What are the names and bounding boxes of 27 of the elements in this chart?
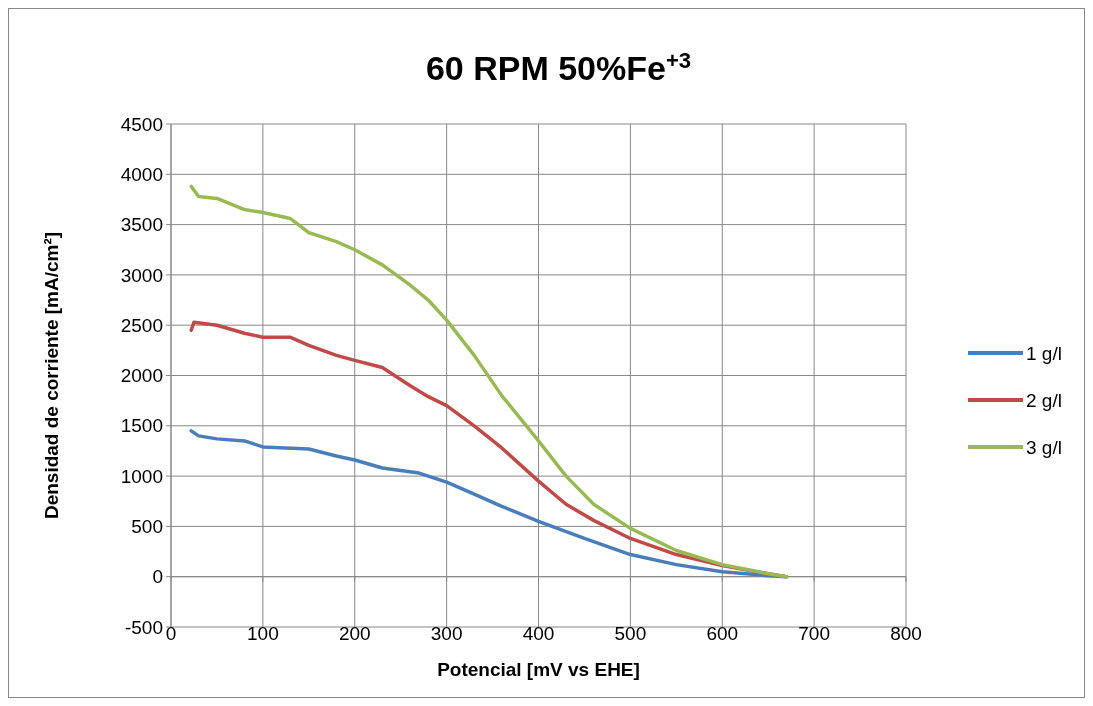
x-axis-title: Potencial [mV vs EHE] xyxy=(437,659,640,680)
x-tick-label: 200 xyxy=(338,622,371,644)
y-tick-label: 1000 xyxy=(120,465,163,487)
y-axis-title: Densidad de corriente [mA/cm²] xyxy=(41,231,62,520)
legend-label: 1 g/l xyxy=(1026,342,1062,364)
y-tick-label: -500 xyxy=(124,616,163,638)
legend-label: 3 g/l xyxy=(1026,436,1062,458)
line-series xyxy=(189,184,789,579)
x-tick-label: 100 xyxy=(247,622,279,644)
x-tick-label: 500 xyxy=(614,622,647,644)
legend-label: 2 g/l xyxy=(1026,389,1062,411)
y-tick-label: 4500 xyxy=(120,113,163,135)
x-tick-label: 700 xyxy=(798,622,830,644)
chart-title: 60 RPM 50%Fe$^{+3}$ xyxy=(425,47,692,87)
y-tick-label: 500 xyxy=(131,516,163,538)
x-tick-label: 400 xyxy=(522,622,555,644)
y-tick-label: 3000 xyxy=(120,264,163,286)
x-tick-label: 0 xyxy=(165,622,177,644)
x-tick-label: 600 xyxy=(706,622,739,644)
x-tick-label: 300 xyxy=(430,622,463,644)
y-tick-label: 0 xyxy=(152,566,163,588)
y-tick-label: 2000 xyxy=(120,365,163,387)
y-tick-label: 3500 xyxy=(120,214,163,236)
y-tick-label: 4000 xyxy=(120,163,163,185)
y-tick-label: 1500 xyxy=(120,415,163,437)
y-tick-label: 2500 xyxy=(120,314,163,336)
x-tick-label: 800 xyxy=(890,622,922,644)
